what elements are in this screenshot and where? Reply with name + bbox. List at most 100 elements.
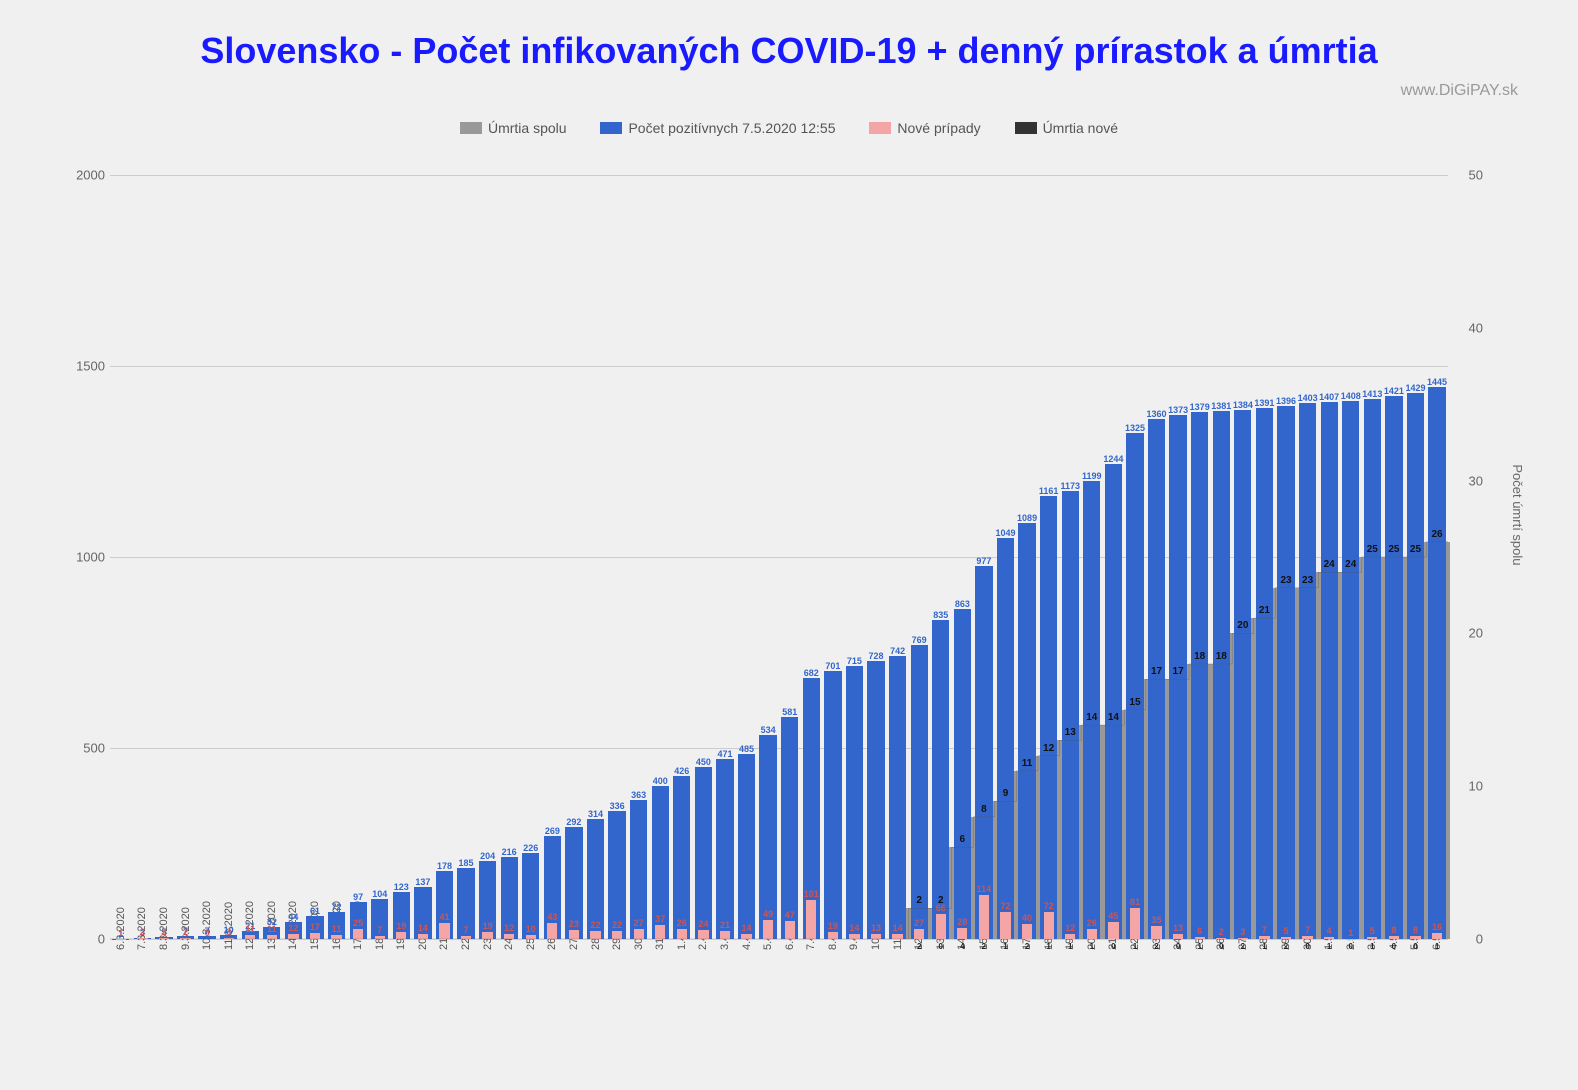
bar-new-cases: 2 [180,938,190,939]
label-new-cases-value: 0 [205,928,210,938]
x-axis-tick-label: 13.3.2020 [261,945,283,1085]
bar-positives: 1049 [997,538,1014,939]
label-positives-value: 1391 [1254,398,1274,408]
x-axis-tick-label: 25.4.2020 [1189,945,1211,1085]
bar-slot: 10497291 [995,175,1016,939]
bar-new-cases: 22 [612,931,622,939]
bar-slot: 14298250 [1405,175,1426,939]
y-right-tick-label: 30 [1469,473,1483,488]
label-new-cases-value: 13 [1173,923,1183,933]
label-positives-value: 701 [825,661,840,671]
label-deaths-total-value: 18 [1216,651,1227,662]
x-axis-tick-label: 6.5.2020 [1426,945,1448,1085]
bar-slot: 137313170 [1168,175,1189,939]
x-axis-tick-label: 4.4.2020 [736,945,758,1085]
y-right-tick-label: 10 [1469,779,1483,794]
x-axis-tick-label: 11.4.2020 [887,945,909,1085]
label-positives-value: 426 [674,766,689,776]
bar-new-cases: 5 [1281,937,1291,939]
label-positives-value: 178 [437,861,452,871]
bar-new-cases: 72 [1044,912,1054,940]
bar-positives: 1445 [1428,387,1445,939]
label-deaths-total-value: 24 [1324,559,1335,570]
label-positives-value: 450 [696,757,711,767]
legend-swatch-deaths-new [1015,122,1037,134]
label-positives-value: 314 [588,809,603,819]
bar-positives: 742 [889,656,906,939]
bar-slot: 97711482 [974,175,995,939]
label-deaths-total-value: 2 [916,895,922,906]
bar-slot: 13796181 [1189,175,1210,939]
x-axis-tick-label: 24.3.2020 [498,945,520,1085]
label-deaths-new-value: 1 [1003,942,1007,951]
bar-new-cases: 5 [1367,937,1377,939]
label-new-cases-value: 14 [849,923,859,933]
label-new-cases-value: 49 [763,909,773,919]
bar-positives: 1384 [1234,410,1251,939]
bar-new-cases: 7 [1302,936,1312,939]
label-positives-value: 1396 [1276,396,1296,406]
label-new-cases-value: 12 [1065,923,1075,933]
x-axis-tick-label: 10.4.2020 [865,945,887,1085]
label-positives-value: 863 [955,599,970,609]
label-new-cases-value: 2 [183,927,188,937]
x-axis-tick-label: 15.3.2020 [304,945,326,1085]
bar-new-cases: 3 [1238,938,1248,939]
bar-new-cases: 37 [655,925,665,939]
label-deaths-new-value: 0 [939,942,943,951]
label-positives-value: 534 [761,725,776,735]
x-axis-tick-label: 30.3.2020 [628,945,650,1085]
bar-slot: 14218250 [1384,175,1405,939]
label-new-cases-value: 21 [720,920,730,930]
x-axis-tick-label: 3.4.2020 [714,945,736,1085]
label-positives-value: 1403 [1298,393,1318,403]
label-new-cases-value: 6 [1197,926,1202,936]
x-axis-labels: 6.3.20207.3.20208.3.20209.3.202010.3.202… [110,945,1448,1085]
x-axis-tick-label: 14.4.2020 [952,945,974,1085]
bar-new-cases: 25 [353,929,363,939]
x-axis-tick-label: 29.3.2020 [606,945,628,1085]
x-axis-tick-label: 21.3.2020 [434,945,456,1085]
label-positives-value: 977 [976,556,991,566]
label-deaths-new-value: 1 [1068,942,1072,951]
label-new-cases-value: 27 [634,918,644,928]
y-left-tick-label: 1500 [65,359,105,374]
bar-positives: 728 [867,661,884,939]
label-new-cases-value: 2 [140,927,145,937]
label-new-cases-value: 3 [1240,927,1245,937]
bar-slot: 124445140 [1103,175,1124,939]
label-positives-value: 715 [847,656,862,666]
x-axis-tick-label: 27.3.2020 [563,945,585,1085]
bar-new-cases: 26 [677,929,687,939]
bar-new-cases: 12 [1065,934,1075,939]
x-axis-tick-label: 3.5.2020 [1362,945,1384,1085]
bar-new-cases: 14 [892,934,902,939]
label-new-cases-value: 7 [377,925,382,935]
label-new-cases-value: 45 [1108,911,1118,921]
x-axis-tick-label: 16.4.2020 [995,945,1017,1085]
label-positives-value: 1173 [1060,481,1080,491]
label-deaths-total-value: 17 [1173,666,1184,677]
y-left-tick-label: 500 [65,741,105,756]
plot-area: 1132527270103211132114412611772119725104… [110,175,1448,940]
label-positives-value: 1325 [1125,423,1145,433]
y-right-tick-label: 0 [1476,932,1483,947]
label-deaths-new-value: 1 [1435,942,1439,951]
x-axis-tick-label: 1.4.2020 [671,945,693,1085]
bar-new-cases: 19 [828,932,838,939]
label-positives-value: 204 [480,851,495,861]
legend-label-new-cases: Nové prípady [897,120,980,136]
bar-positives: 1199 [1083,481,1100,939]
y-left-tick-label: 0 [65,932,105,947]
x-axis-tick-label: 28.3.2020 [585,945,607,1085]
label-deaths-total-value: 18 [1194,651,1205,662]
bar-positives: 1089 [1018,523,1035,939]
label-deaths-total-value: 25 [1367,544,1378,555]
bar-new-cases: 11 [331,935,341,939]
bar-new-cases: 4 [1324,937,1334,939]
bar-new-cases: 19 [396,932,406,939]
bar-new-cases: 21 [720,931,730,939]
label-new-cases-value: 2 [1219,927,1224,937]
bar-new-cases: 7 [1259,936,1269,939]
bar-new-cases: 72 [1000,912,1010,940]
